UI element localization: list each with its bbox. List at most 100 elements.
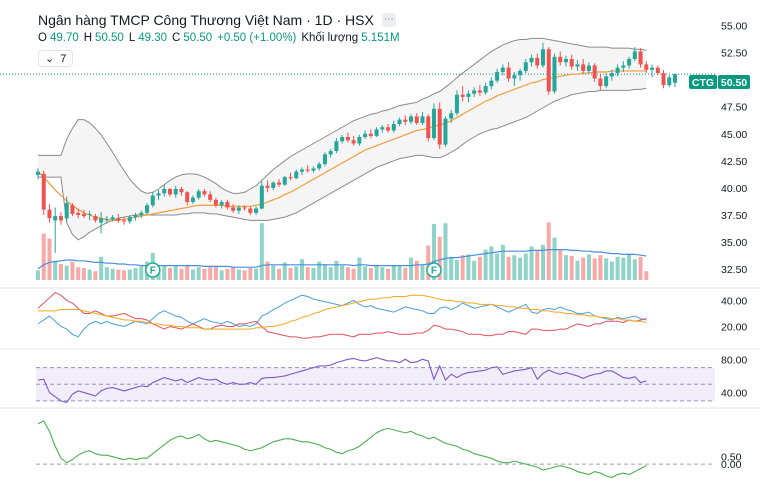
- volume-bar: [242, 270, 247, 280]
- volume-bar: [535, 251, 540, 280]
- volume-bar: [483, 249, 488, 280]
- volume-bar: [288, 268, 293, 280]
- volume-bar: [70, 261, 75, 280]
- candle-body: [627, 59, 632, 66]
- volume-bar: [265, 261, 270, 280]
- volume-bar: [431, 224, 436, 280]
- candle-body: [87, 213, 92, 215]
- volume-bar: [563, 255, 568, 280]
- volume-bar: [225, 268, 230, 280]
- candle-body: [546, 49, 551, 92]
- volume-bar: [93, 271, 98, 280]
- dmi-line: [38, 294, 647, 330]
- volume-bar: [58, 264, 63, 280]
- price-axis-label: 37.50: [721, 210, 747, 222]
- macd-line: [37, 420, 647, 479]
- volume-bar: [529, 246, 534, 280]
- candle-body: [288, 177, 293, 179]
- price-axis-label: 35.00: [721, 237, 747, 249]
- volume-bar: [162, 265, 167, 280]
- volume-bar: [397, 266, 402, 280]
- volume-bar: [621, 257, 626, 280]
- candle-body: [305, 169, 310, 171]
- volume-bar: [41, 233, 46, 280]
- candle-body: [76, 212, 81, 215]
- dmi-axis-label: 20.00: [721, 321, 747, 333]
- candle-body: [294, 171, 299, 179]
- candle-body: [495, 72, 500, 81]
- volume-bar: [414, 260, 419, 280]
- candle-body: [133, 215, 138, 218]
- candle-body: [35, 171, 41, 175]
- candle-body: [460, 94, 465, 97]
- volume-bar: [345, 267, 350, 280]
- volume-bars: [35, 222, 649, 280]
- candle-body: [615, 67, 620, 74]
- candle-body: [58, 216, 63, 221]
- candle-body: [443, 118, 448, 145]
- candle-body: [53, 216, 58, 221]
- volume-bar: [609, 261, 614, 280]
- volume-bar: [47, 238, 52, 280]
- candle-body: [403, 119, 408, 122]
- candle-body: [259, 185, 264, 209]
- candle-body: [340, 137, 345, 142]
- close-value: 50.50: [183, 32, 213, 44]
- candle-body: [156, 193, 161, 196]
- bollinger-upper-line: [38, 37, 647, 194]
- low-key: L: [128, 32, 136, 44]
- change-value: +0.50 (+1.00%): [217, 32, 297, 44]
- candle-body: [552, 56, 557, 92]
- candle-body: [277, 182, 282, 185]
- earnings-marker-label: F: [150, 266, 156, 277]
- candle-body: [380, 127, 385, 130]
- candle-body: [208, 194, 213, 200]
- indicator-count: 7: [60, 52, 67, 65]
- volume-bar: [328, 267, 333, 280]
- candle-body: [162, 189, 167, 194]
- candle-body: [236, 207, 241, 211]
- candle-body: [529, 57, 534, 63]
- volume-bar: [409, 257, 414, 280]
- candle-body: [563, 59, 568, 63]
- volume-bar: [259, 223, 264, 280]
- candle-body: [47, 209, 52, 219]
- volume-bar: [558, 250, 563, 280]
- candle-body: [604, 76, 609, 87]
- price-axis-label: 40.00: [721, 183, 747, 195]
- open-value: 49.70: [49, 32, 79, 44]
- candle-body: [477, 90, 482, 93]
- indicators-toggle-button[interactable]: ⌄ 7: [38, 50, 74, 67]
- volume-bar: [351, 268, 356, 280]
- volume-bar: [477, 256, 482, 280]
- candle-body: [173, 189, 178, 195]
- volume-bar: [179, 268, 184, 280]
- volume-bar: [466, 254, 471, 280]
- volume-bar: [443, 223, 448, 280]
- price-axis-label: 32.50: [721, 264, 747, 276]
- volume-bar: [523, 253, 528, 280]
- volume-bar: [454, 260, 459, 280]
- volume-bar: [116, 269, 121, 280]
- candle-body: [219, 202, 224, 206]
- volume-bar: [104, 267, 109, 280]
- volume-bar: [632, 259, 637, 280]
- volume-key: Khối lượng: [301, 32, 359, 44]
- candle-body: [357, 137, 362, 144]
- volume-bar: [219, 270, 224, 280]
- more-options-icon[interactable]: ⋯: [381, 13, 396, 27]
- price-tag-bg: [718, 75, 750, 89]
- candle-body: [145, 205, 150, 213]
- volume-bar: [127, 269, 132, 280]
- volume-bar: [581, 257, 586, 280]
- candle-body: [489, 80, 494, 87]
- volume-bar: [604, 258, 609, 280]
- rsi-line: [37, 357, 647, 404]
- volume-bar: [167, 268, 172, 280]
- volume-bar: [64, 265, 69, 280]
- volume-bar: [541, 244, 546, 280]
- candle-body: [409, 116, 414, 122]
- candle-body: [254, 208, 259, 213]
- candle-body: [81, 213, 86, 217]
